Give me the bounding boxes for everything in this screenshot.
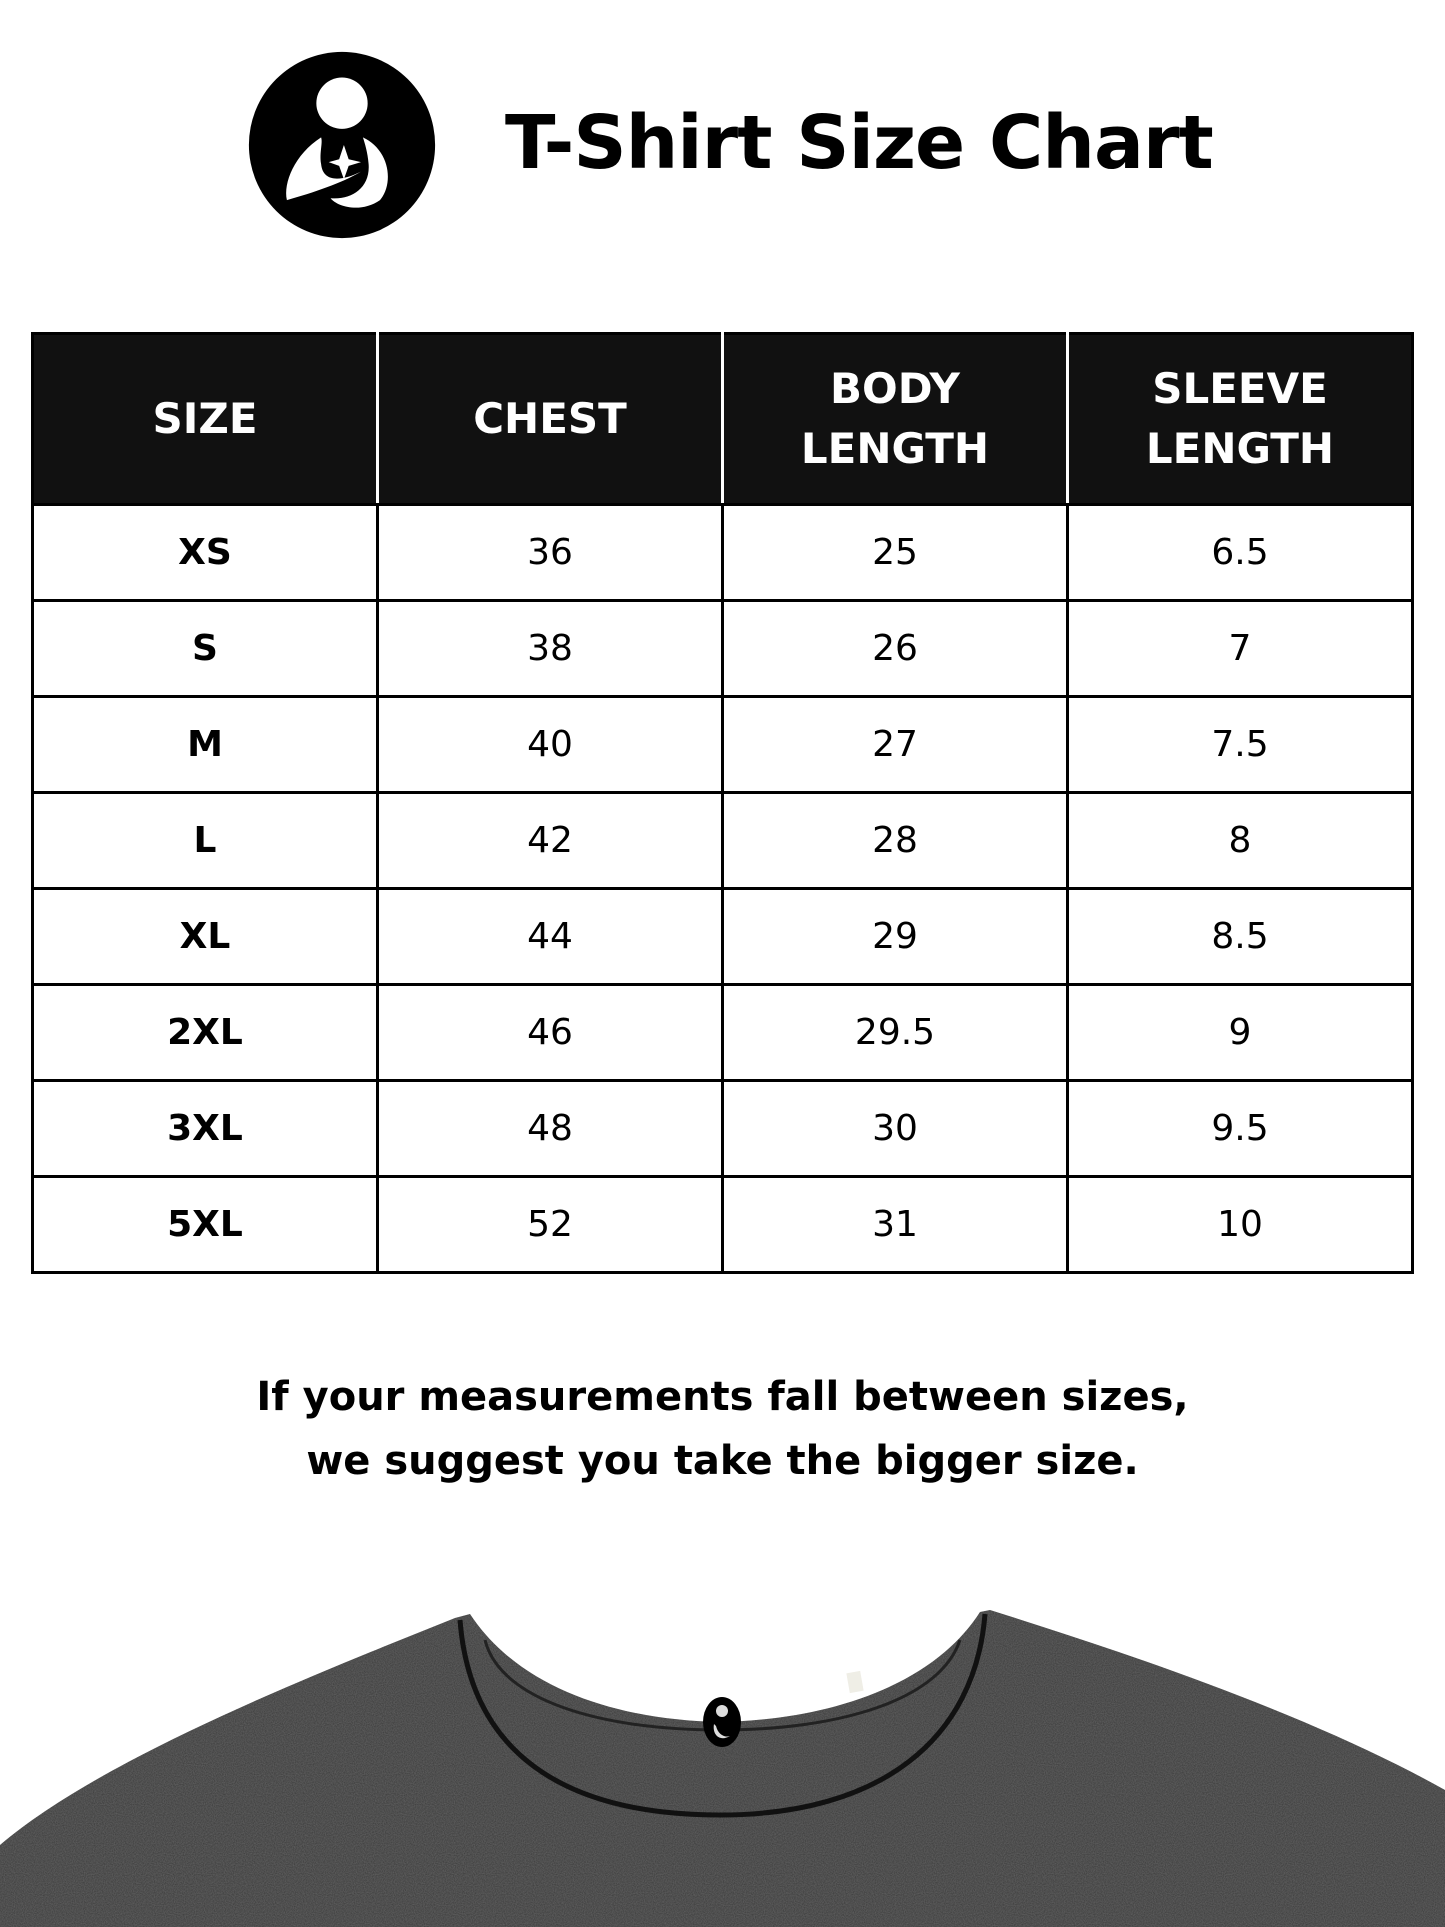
size-cell: 2XL [31, 983, 379, 1082]
neck-label-logo-icon [703, 1697, 741, 1747]
size-advice-note: If your measurements fall between sizes,… [0, 1365, 1445, 1493]
column-header: SIZE [31, 332, 379, 506]
measurement-cell: 9 [1066, 983, 1414, 1082]
measurement-cell: 30 [721, 1079, 1069, 1178]
measurement-cell: 8 [1066, 791, 1414, 890]
note-line-2: we suggest you take the bigger size. [306, 1438, 1139, 1484]
size-cell: L [31, 791, 379, 890]
measurement-cell: 52 [376, 1175, 724, 1274]
measurement-cell: 6.5 [1066, 503, 1414, 602]
column-header: CHEST [376, 332, 724, 506]
page-title: T-Shirt Size Chart [505, 100, 1214, 186]
tshirt-image [0, 1610, 1445, 1927]
table-row: XS 36 25 6.5 [31, 503, 1414, 602]
measurement-cell: 29.5 [721, 983, 1069, 1082]
measurement-cell: 36 [376, 503, 724, 602]
size-cell: 3XL [31, 1079, 379, 1178]
measurement-cell: 40 [376, 695, 724, 794]
measurement-cell: 9.5 [1066, 1079, 1414, 1178]
measurement-cell: 25 [721, 503, 1069, 602]
table-row: 2XL 46 29.5 9 [31, 983, 1414, 1082]
measurement-cell: 7.5 [1066, 695, 1414, 794]
column-header: BODY LENGTH [721, 332, 1069, 506]
measurement-cell: 46 [376, 983, 724, 1082]
mother-and-child-logo-icon [248, 51, 436, 239]
table-row: S 38 26 7 [31, 599, 1414, 698]
table-row: L 42 28 8 [31, 791, 1414, 890]
measurement-cell: 29 [721, 887, 1069, 986]
size-cell: M [31, 695, 379, 794]
size-cell: 5XL [31, 1175, 379, 1274]
measurement-cell: 44 [376, 887, 724, 986]
size-cell: XS [31, 503, 379, 602]
measurement-cell: 8.5 [1066, 887, 1414, 986]
measurement-cell: 7 [1066, 599, 1414, 698]
table-row: XL 44 29 8.5 [31, 887, 1414, 986]
column-header: SLEEVE LENGTH [1066, 332, 1414, 506]
table-row: 3XL 48 30 9.5 [31, 1079, 1414, 1178]
measurement-cell: 26 [721, 599, 1069, 698]
measurement-cell: 27 [721, 695, 1069, 794]
table-row: M 40 27 7.5 [31, 695, 1414, 794]
measurement-cell: 28 [721, 791, 1069, 890]
size-cell: XL [31, 887, 379, 986]
table-row: 5XL 52 31 10 [31, 1175, 1414, 1274]
size-tag [846, 1670, 864, 1694]
measurement-cell: 10 [1066, 1175, 1414, 1274]
size-cell: S [31, 599, 379, 698]
table-header-row: SIZE CHEST BODY LENGTH SLEEVE LENGTH [31, 332, 1414, 506]
measurement-cell: 42 [376, 791, 724, 890]
measurement-cell: 31 [721, 1175, 1069, 1274]
measurement-cell: 48 [376, 1079, 724, 1178]
size-table: SIZE CHEST BODY LENGTH SLEEVE LENGTH XS 36 25… [31, 332, 1414, 1274]
measurement-cell: 38 [376, 599, 724, 698]
note-line-1: If your measurements fall between sizes, [256, 1374, 1189, 1420]
